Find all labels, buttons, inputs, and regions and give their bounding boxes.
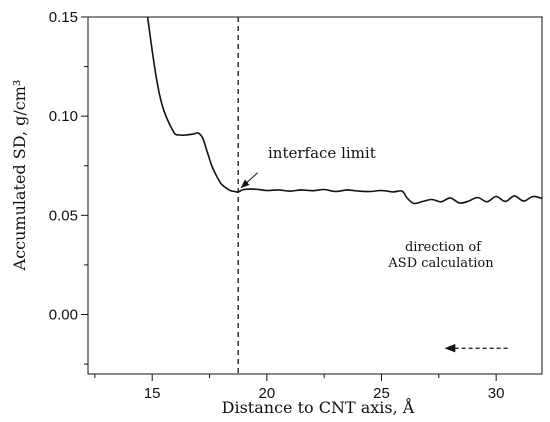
series-line — [146, 16, 543, 205]
axis-ticks: 15 20 25 30 0.00 0.05 0.10 0.15 — [49, 9, 505, 402]
x-axis-label: Distance to CNT axis, Å — [222, 397, 415, 417]
y-tick-label: 0.05 — [49, 207, 78, 224]
interface-limit-arrow — [240, 172, 259, 189]
y-axis-label: Accumulated SD, g/cm³ — [10, 80, 29, 272]
y-tick-label: 0.00 — [49, 307, 78, 324]
y-tick-label: 0.15 — [49, 9, 78, 26]
x-tick-label: 25 — [373, 385, 390, 402]
direction-annotation-line2: ASD calculation — [387, 256, 494, 271]
x-tick-label: 30 — [488, 385, 505, 402]
x-tick-label: 15 — [144, 385, 161, 402]
chart-marks — [87, 16, 543, 375]
x-tick-label: 20 — [259, 385, 276, 402]
plot-frame — [87, 16, 543, 375]
direction-annotation-line1: direction of — [405, 240, 482, 255]
interface-limit-annotation: interface limit — [268, 144, 376, 162]
y-tick-label: 0.10 — [49, 108, 78, 125]
